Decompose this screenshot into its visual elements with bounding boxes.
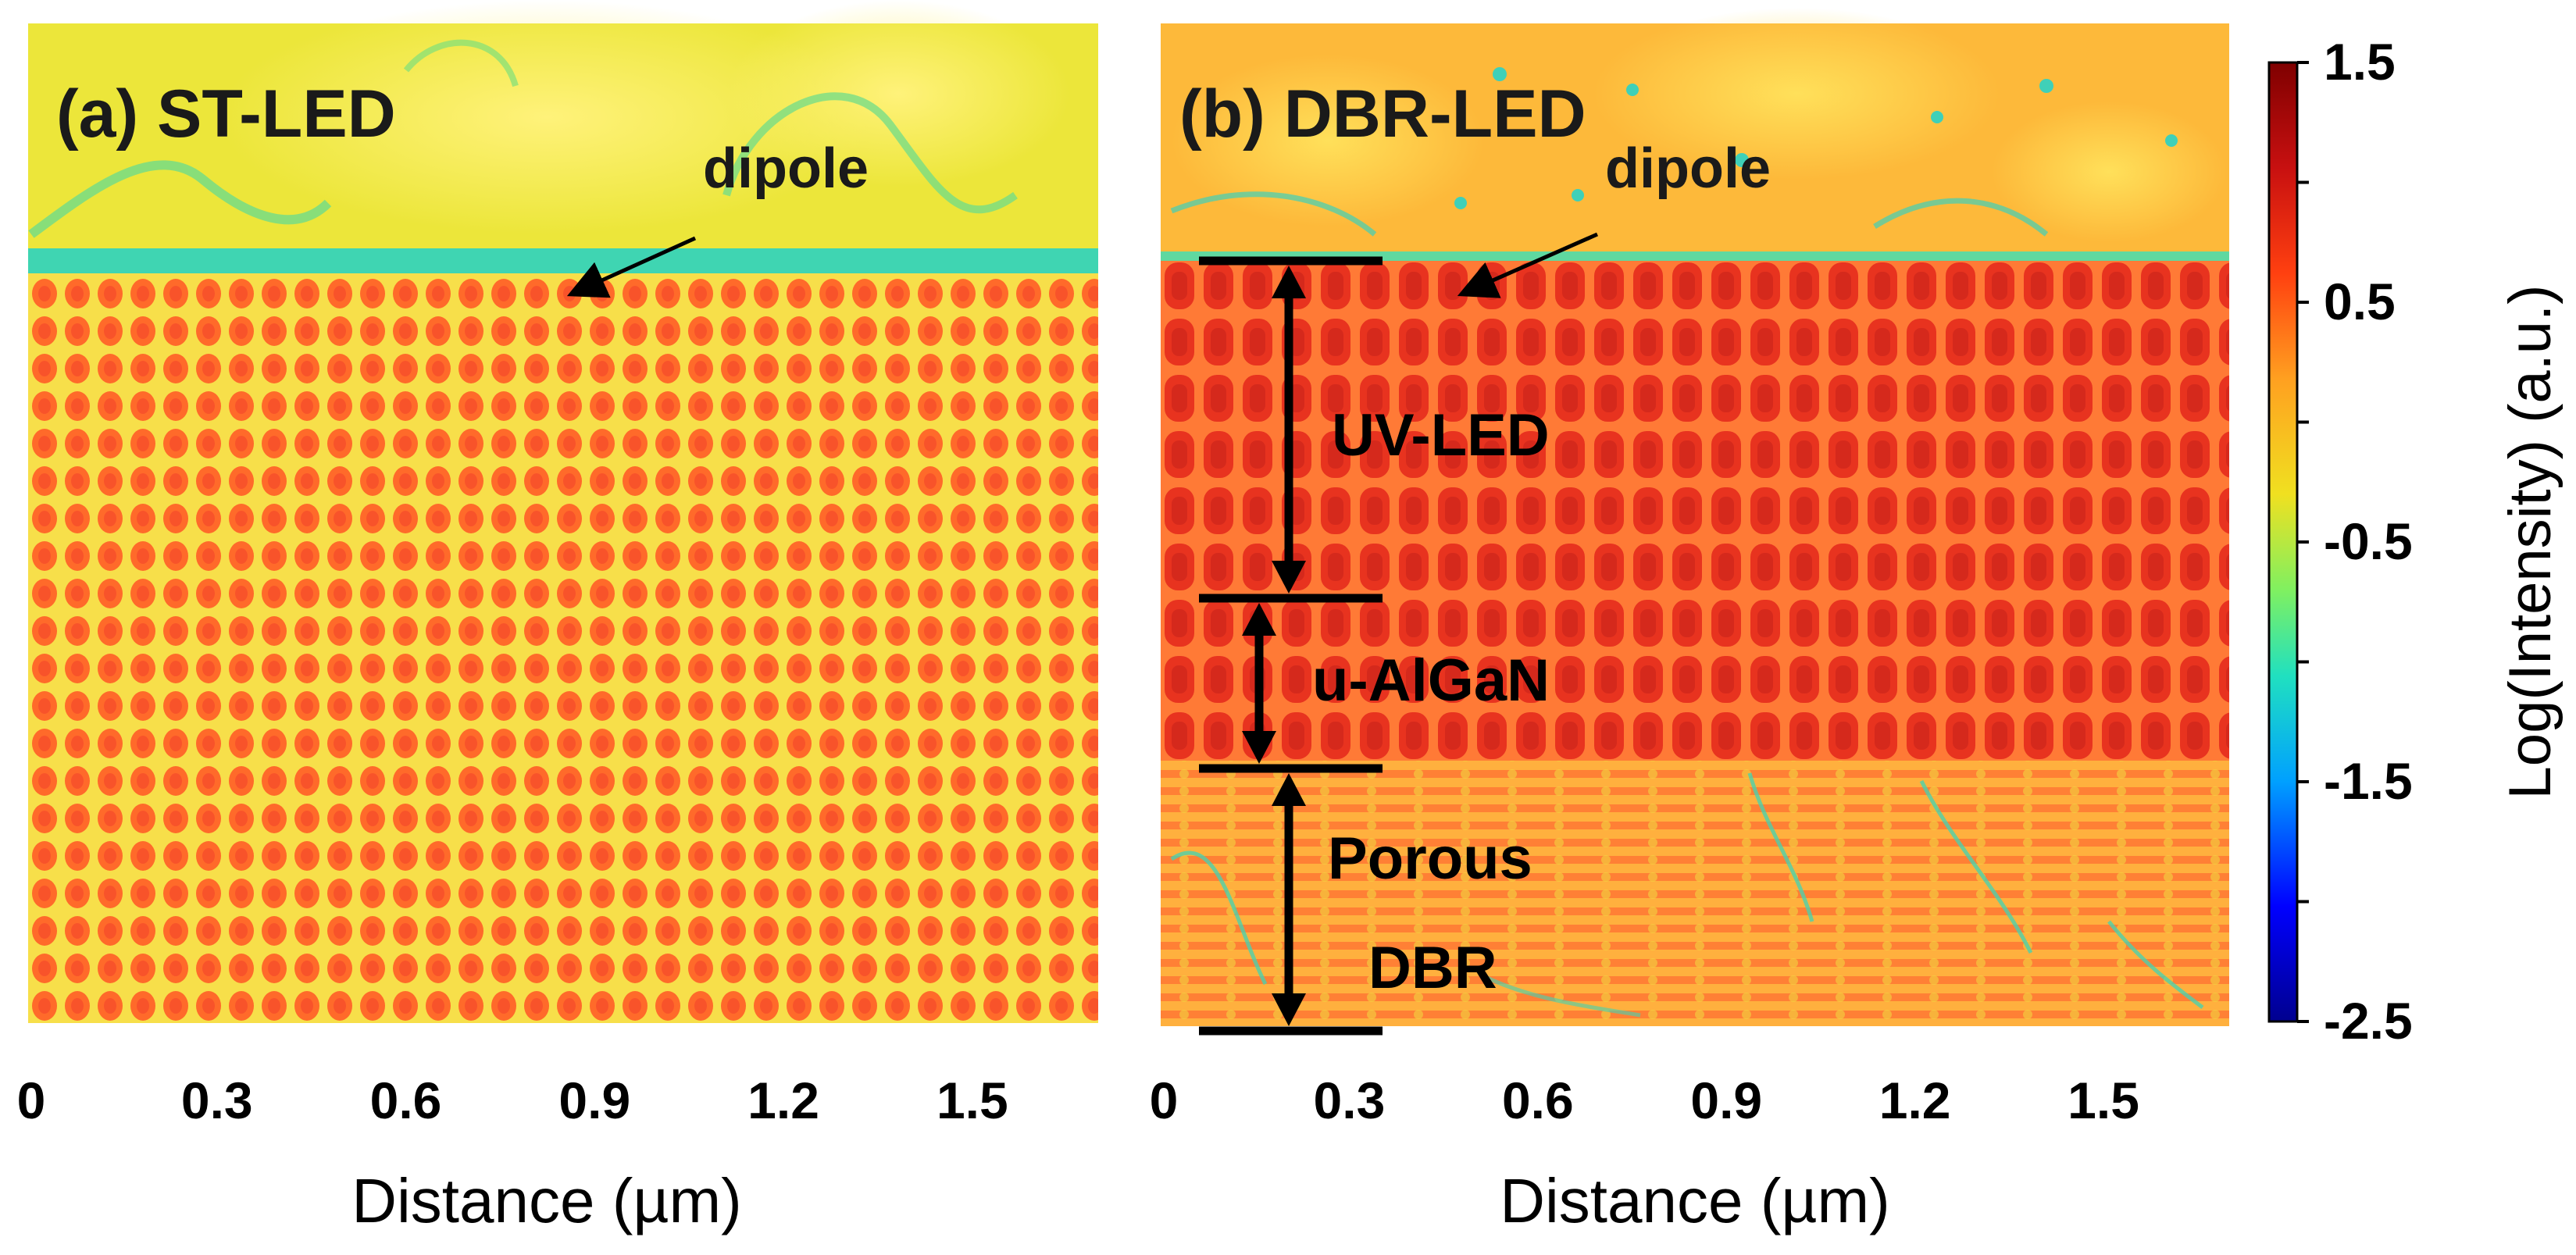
panel-a-air-mode — [28, 160, 332, 238]
arrowhead — [1272, 993, 1306, 1026]
algan-layer-label: u-AlGaN — [1312, 647, 1550, 714]
panel-b-x-tick: 0.9 — [1690, 1071, 1762, 1129]
panel-b-dipole-arrow — [1457, 232, 1599, 298]
panel-b-air-spot — [1735, 153, 1749, 167]
panel-b-air-spot — [1454, 197, 1467, 209]
arrowhead — [1272, 773, 1306, 806]
arrowhead — [1272, 561, 1306, 594]
panel-b-x-tick: 0 — [1150, 1071, 1179, 1129]
panel-b-layer-arrows — [1242, 266, 1306, 1026]
panel-b-air-spot — [1572, 189, 1584, 201]
panel-b-air-spot — [1931, 111, 1943, 123]
panel-b-uv-led-layer — [1161, 261, 2229, 761]
panel-a-x-tick: 0.9 — [558, 1071, 630, 1129]
panel-b-air-spot — [1626, 84, 1639, 96]
panel-b-interface — [1161, 251, 2229, 261]
arrowhead — [1242, 731, 1276, 764]
colorbar-gradient — [2267, 61, 2299, 1023]
arrowhead — [1272, 266, 1306, 298]
panel-b-x-tick: 0.3 — [1314, 1071, 1386, 1129]
panel-b-x-tick: 1.2 — [1879, 1071, 1951, 1129]
panel-b-dbr-mode — [1919, 779, 2033, 954]
colorbar-tick-label: -1.5 — [2324, 752, 2413, 810]
panel-a-dipole-arrow — [566, 236, 697, 298]
panel-b-air-spot — [2165, 134, 2178, 147]
panel-a-x-tick: 0.6 — [370, 1071, 442, 1129]
panel-b-dbr-layer — [1161, 761, 2229, 1026]
panel-b: (b) DBR-LED dipole UV-LED u-AlGaN Porous… — [1150, 8, 2229, 1235]
panel-a-x-tick: 1.5 — [937, 1071, 1008, 1129]
panel-a-air-mode — [722, 92, 1018, 214]
panel-b-air-spot — [1493, 67, 1507, 81]
panel-b-title: (b) DBR-LED — [1179, 77, 1586, 152]
panel-b-dbr-mode — [1170, 850, 1268, 986]
colorbar-tick-label: 1.5 — [2324, 33, 2396, 91]
arrowhead — [1242, 603, 1276, 636]
colorbar-label: Log(Intensity) (a.u.) — [2497, 285, 2564, 800]
panel-a-x-tick: 0.3 — [181, 1071, 253, 1129]
panel-a-x-tick: 0 — [17, 1071, 46, 1129]
panel-a-structure — [28, 273, 1098, 1023]
panel-b-air-blob — [1172, 55, 1484, 226]
panel-b-air-spots — [1454, 67, 2178, 209]
panel-b-dbr-mode — [1747, 772, 1814, 922]
panel-b-x-axis-label: Distance (µm) — [1500, 1166, 1890, 1235]
dbr-layer-label-line1: Porous — [1328, 825, 1532, 892]
panel-a-interface — [28, 248, 1098, 273]
colorbar-tick-label: -0.5 — [2324, 512, 2413, 570]
panel-a-air-blob — [726, 0, 1070, 187]
panel-b-air-mode — [1873, 198, 2049, 237]
colorbar-ticks — [2297, 61, 2309, 1023]
uv-led-layer-label: UV-LED — [1332, 402, 1550, 469]
panel-a-x-tick: 1.2 — [747, 1071, 819, 1129]
panel-b-dipole-label: dipole — [1605, 137, 1771, 200]
panel-a-air-mode — [403, 39, 519, 87]
panel-a-title: (a) ST-LED — [56, 77, 396, 152]
panel-a-x-axis-label: Distance (µm) — [351, 1166, 742, 1235]
colorbar-tick-labels: 1.5 0.5 -0.5 -1.5 -2.5 — [2324, 33, 2413, 1050]
panel-b-x-tick: 0.6 — [1502, 1071, 1574, 1129]
colorbar: 1.5 0.5 -0.5 -1.5 -2.5 Log(Intensity) (a… — [2267, 33, 2564, 1050]
panel-b-air-mode — [1170, 191, 1377, 237]
panel-b-dbr-mode — [2107, 920, 2204, 1009]
colorbar-tick-label: -2.5 — [2324, 992, 2413, 1050]
panel-a-x-ticks: 0 0.3 0.6 0.9 1.2 1.5 — [17, 1071, 1008, 1129]
panel-a-air-blob — [219, 0, 875, 234]
panel-b-air-spot — [2039, 79, 2053, 93]
panel-b-air-blob — [1593, 8, 2000, 180]
panel-b-x-tick: 1.5 — [2068, 1071, 2139, 1129]
panel-b-layer-markers — [1199, 256, 1383, 1036]
colorbar-tick-label: 0.5 — [2324, 273, 2396, 330]
dbr-layer-label-line2: DBR — [1368, 935, 1497, 1001]
panel-a-dipole-label: dipole — [703, 137, 869, 200]
panel-a: (a) ST-LED dipole 0 0.3 0.6 0.9 1.2 1.5 … — [17, 0, 1098, 1235]
panel-b-dbr-mode — [1482, 974, 1641, 1018]
panel-b-x-ticks: 0 0.3 0.6 0.9 1.2 1.5 — [1150, 1071, 2139, 1129]
